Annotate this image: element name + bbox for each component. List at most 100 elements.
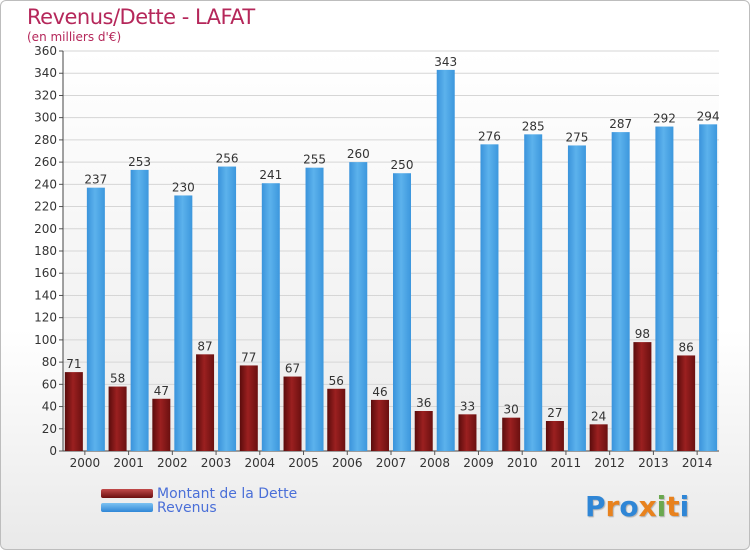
data-label-dette: 27 xyxy=(547,406,562,420)
bar-dette xyxy=(327,388,346,451)
bar-dette xyxy=(589,424,608,451)
y-tick-label: 360 xyxy=(34,44,57,58)
data-label-revenus: 294 xyxy=(697,109,720,123)
y-tick-label: 200 xyxy=(34,222,57,236)
logo-letter: o xyxy=(619,490,639,523)
bar-revenus xyxy=(611,132,630,451)
data-label-dette: 47 xyxy=(154,384,169,398)
x-tick-label: 2009 xyxy=(463,456,494,470)
logo-letter: r xyxy=(605,490,620,523)
data-label-dette: 33 xyxy=(460,399,475,413)
data-label-dette: 30 xyxy=(504,403,519,417)
bar-dette xyxy=(64,372,83,451)
bar-revenus xyxy=(699,124,718,451)
bar-revenus xyxy=(436,69,455,451)
bar-dette xyxy=(196,354,215,451)
data-label-revenus: 255 xyxy=(303,153,326,167)
data-label-dette: 86 xyxy=(678,340,693,354)
logo-letter: x xyxy=(638,490,657,523)
y-tick-label: 180 xyxy=(34,244,57,258)
data-label-dette: 98 xyxy=(635,327,650,341)
y-tick-label: 320 xyxy=(34,88,57,102)
data-label-revenus: 276 xyxy=(478,129,501,143)
data-label-revenus: 241 xyxy=(259,168,282,182)
bar-revenus xyxy=(261,183,280,451)
data-label-dette: 67 xyxy=(285,362,300,376)
y-tick-label: 120 xyxy=(34,311,57,325)
bar-revenus xyxy=(524,134,543,452)
bar-revenus xyxy=(305,167,324,451)
logo-letter: i xyxy=(679,490,690,523)
data-label-dette: 24 xyxy=(591,409,606,423)
x-tick-label: 2011 xyxy=(551,456,582,470)
legend-label-revenus: Revenus xyxy=(157,500,217,516)
x-tick-label: 2007 xyxy=(376,456,407,470)
data-label-revenus: 285 xyxy=(522,119,545,133)
bar-dette xyxy=(108,386,127,451)
data-label-revenus: 250 xyxy=(391,158,414,172)
data-label-revenus: 287 xyxy=(609,117,632,131)
bar-revenus xyxy=(655,126,674,452)
x-tick-label: 2013 xyxy=(638,456,669,470)
data-label-revenus: 237 xyxy=(84,173,107,187)
data-label-dette: 58 xyxy=(110,372,125,386)
x-tick-label: 2000 xyxy=(70,456,101,470)
bar-revenus xyxy=(567,145,586,451)
y-tick-label: 300 xyxy=(34,111,57,125)
x-tick-label: 2005 xyxy=(288,456,319,470)
x-tick-label: 2002 xyxy=(157,456,188,470)
bar-dette xyxy=(677,355,696,451)
y-tick-label: 80 xyxy=(42,355,57,369)
data-label-dette: 36 xyxy=(416,396,431,410)
y-tick-label: 100 xyxy=(34,333,57,347)
bar-dette xyxy=(283,376,302,451)
y-tick-label: 220 xyxy=(34,200,57,214)
y-tick-label: 60 xyxy=(42,377,57,391)
data-label-dette: 46 xyxy=(372,385,387,399)
x-tick-label: 2012 xyxy=(594,456,625,470)
x-tick-label: 2010 xyxy=(507,456,538,470)
legend-swatch-dette xyxy=(101,489,153,498)
y-tick-label: 160 xyxy=(34,266,57,280)
bar-dette xyxy=(458,414,477,451)
y-tick-label: 260 xyxy=(34,155,57,169)
data-label-revenus: 260 xyxy=(347,147,370,161)
logo-letter: P xyxy=(585,490,606,523)
proxiti-logo: Proxiti xyxy=(585,490,689,523)
data-label-revenus: 343 xyxy=(434,55,457,69)
bar-dette xyxy=(239,365,258,451)
bar-revenus xyxy=(480,144,499,452)
y-tick-label: 40 xyxy=(42,400,57,414)
y-tick-label: 240 xyxy=(34,177,57,191)
x-tick-label: 2001 xyxy=(113,456,144,470)
bar-dette xyxy=(502,417,521,451)
bar-dette xyxy=(545,421,564,451)
y-tick-label: 20 xyxy=(42,422,57,436)
data-label-revenus: 256 xyxy=(216,152,239,166)
bar-dette xyxy=(414,411,433,451)
bar-dette xyxy=(152,398,171,451)
x-tick-label: 2003 xyxy=(201,456,232,470)
bar-revenus xyxy=(349,162,368,451)
bar-dette xyxy=(371,399,389,451)
bar-revenus xyxy=(218,166,237,452)
data-label-dette: 77 xyxy=(241,350,256,364)
bar-revenus xyxy=(130,169,149,451)
data-label-revenus: 253 xyxy=(128,155,151,169)
logo-letter: t xyxy=(666,490,680,523)
x-tick-label: 2004 xyxy=(245,456,276,470)
y-tick-label: 140 xyxy=(34,288,57,302)
data-label-revenus: 292 xyxy=(653,112,676,126)
bar-dette xyxy=(633,342,652,451)
chart-title: Revenus/Dette - LAFAT xyxy=(27,5,255,29)
x-tick-label: 2014 xyxy=(682,456,713,470)
legend-label-dette: Montant de la Dette xyxy=(157,486,298,502)
data-label-dette: 87 xyxy=(197,339,212,353)
x-tick-label: 2008 xyxy=(419,456,450,470)
y-tick-label: 340 xyxy=(34,66,57,80)
data-label-dette: 71 xyxy=(66,357,81,371)
y-tick-label: 0 xyxy=(49,444,57,458)
chart-subtitle: (en milliers d'€) xyxy=(27,30,122,44)
